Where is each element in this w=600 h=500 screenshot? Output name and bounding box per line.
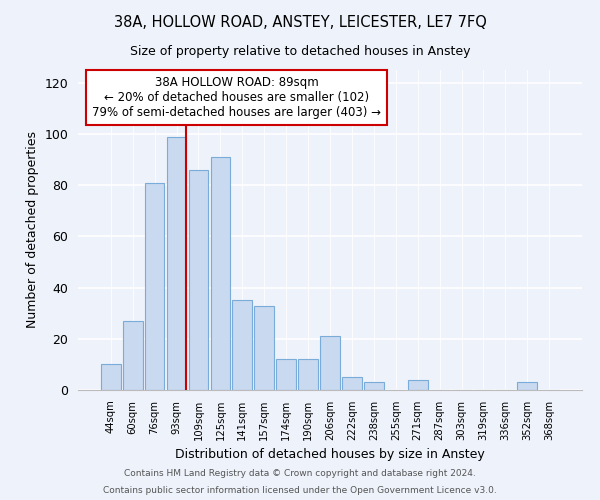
Bar [145, 182, 164, 390]
Y-axis label: Number of detached properties: Number of detached properties [26, 132, 39, 328]
Text: 38A HOLLOW ROAD: 89sqm
← 20% of detached houses are smaller (102)
79% of semi-de: 38A HOLLOW ROAD: 89sqm ← 20% of detached… [92, 76, 381, 120]
X-axis label: Distribution of detached houses by size in Anstey: Distribution of detached houses by size … [175, 448, 485, 462]
Bar [188, 170, 208, 390]
Bar [123, 321, 143, 390]
Bar [211, 157, 230, 390]
Bar [101, 364, 121, 390]
Bar [408, 380, 428, 390]
Bar [320, 336, 340, 390]
Bar [364, 382, 384, 390]
Bar [254, 306, 274, 390]
Bar [298, 360, 318, 390]
Text: Contains public sector information licensed under the Open Government Licence v3: Contains public sector information licen… [103, 486, 497, 495]
Bar [517, 382, 537, 390]
Text: 38A, HOLLOW ROAD, ANSTEY, LEICESTER, LE7 7FQ: 38A, HOLLOW ROAD, ANSTEY, LEICESTER, LE7… [113, 15, 487, 30]
Bar [276, 360, 296, 390]
Bar [167, 136, 187, 390]
Bar [342, 377, 362, 390]
Text: Contains HM Land Registry data © Crown copyright and database right 2024.: Contains HM Land Registry data © Crown c… [124, 468, 476, 477]
Text: Size of property relative to detached houses in Anstey: Size of property relative to detached ho… [130, 45, 470, 58]
Bar [232, 300, 252, 390]
